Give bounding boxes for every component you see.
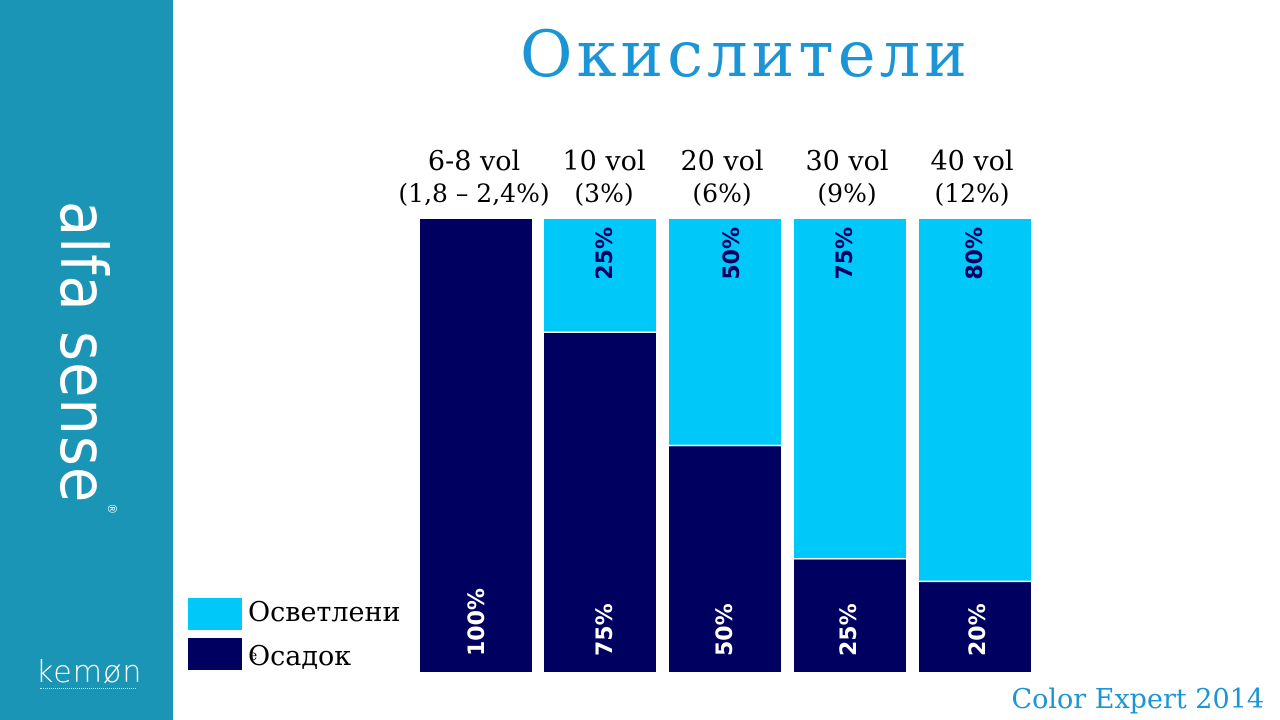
data-label-light-4: 80% (963, 227, 988, 280)
data-label-dark-0: 100% (465, 588, 490, 656)
bar-segment-dark-0 (420, 219, 532, 672)
data-label-light-2: 50% (720, 227, 745, 280)
bar-segment-light-3 (794, 219, 906, 559)
category-label: 40 vol (12%) (914, 146, 1030, 210)
data-label-dark-1: 75% (593, 603, 618, 656)
category-name: 20 vol (680, 146, 764, 177)
bar-segment-light-1 (544, 219, 656, 333)
bar-segment-dark-4 (919, 581, 1031, 672)
footer-text: Color Expert 2014 (1011, 684, 1264, 715)
data-label-dark-3: 25% (837, 603, 862, 656)
category-sublabel: (9%) (817, 179, 877, 208)
category-sublabel: (12%) (934, 179, 1010, 208)
bar-segment-dark-2 (669, 445, 781, 672)
category-name: 40 vol (930, 146, 1014, 177)
category-label: 10 vol (3%) (546, 146, 662, 210)
category-name: 10 vol (562, 146, 646, 177)
data-label-light-3: 75% (833, 227, 858, 280)
legend-swatch-light (188, 598, 242, 630)
data-label-dark-2: 50% (713, 603, 738, 656)
bar-segment-dark-3 (794, 558, 906, 672)
category-sublabel: (6%) (692, 179, 752, 208)
category-name: 30 vol (805, 146, 889, 177)
legend-stray-mark: e (249, 648, 258, 664)
kemon-logo: kemøn (36, 655, 143, 690)
bar-segment-light-2 (669, 219, 781, 446)
category-label: 20 vol (6%) (664, 146, 780, 210)
category-label: 30 vol (9%) (789, 146, 905, 210)
bar-segment-dark-1 (544, 332, 656, 672)
sidebar (0, 0, 173, 720)
category-name: 6-8 vol (427, 146, 521, 177)
legend-label-light: Осветлени (248, 597, 401, 628)
data-label-dark-4: 20% (966, 603, 991, 656)
legend-swatch-dark (188, 638, 242, 670)
category-label: 6-8 vol (1,8 – 2,4%) (398, 146, 550, 210)
category-sublabel: (1,8 – 2,4%) (398, 179, 550, 208)
data-label-light-1: 25% (593, 227, 618, 280)
page-title: Окислители (520, 18, 971, 92)
kemon-logo-tagline (40, 688, 136, 691)
bar-segment-light-4 (919, 219, 1031, 582)
legend-label-dark: Осадок (248, 641, 352, 672)
category-sublabel: (3%) (574, 179, 634, 208)
